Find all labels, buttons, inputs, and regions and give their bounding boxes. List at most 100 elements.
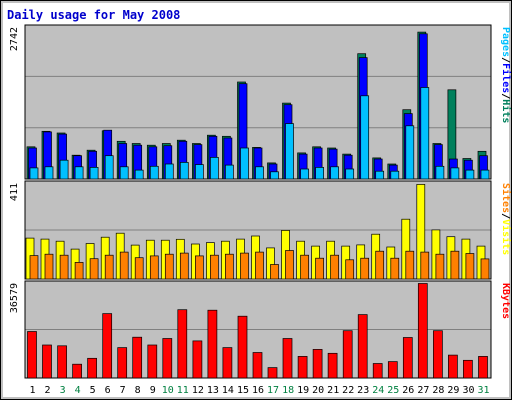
bar-kbytes-day-31 [478, 356, 488, 379]
bar-kbytes-day-1 [27, 331, 37, 379]
bar-sites-day-2 [44, 253, 54, 280]
x-tick-label-day-20: 20 [312, 385, 324, 396]
bar-pages-day-26 [405, 125, 415, 180]
x-tick-label-day-18: 18 [282, 385, 294, 396]
bar-pages-day-11 [179, 162, 189, 180]
legend: KBytes [500, 283, 511, 319]
bar-kbytes-day-10 [162, 338, 173, 379]
bar-sites-day-10 [164, 253, 174, 280]
x-tick-label-day-3: 3 [60, 385, 66, 396]
legend: Sites/Visits [500, 183, 512, 255]
bar-pages-day-8 [134, 169, 144, 180]
bar-pages-day-9 [149, 165, 159, 180]
panel-visits-sites: 411 Sites/Visits [9, 180, 512, 280]
bar-pages-day-15 [240, 147, 249, 180]
bar-kbytes-day-14 [222, 347, 233, 379]
x-tick-label-day-31: 31 [477, 385, 489, 396]
y-max-label: 411 [9, 183, 20, 201]
x-tick-label-day-21: 21 [327, 385, 339, 396]
x-tick-label-day-11: 11 [177, 385, 189, 396]
bar-sites-day-9 [149, 255, 159, 280]
bar-pages-day-2 [44, 166, 54, 180]
x-tick-label-day-27: 27 [417, 385, 429, 396]
bar-sites-day-11 [179, 252, 189, 280]
bar-kbytes-day-19 [297, 356, 308, 379]
bar-pages-day-24 [375, 170, 385, 180]
panel-kbytes: 36579 KBytes [9, 280, 511, 379]
bar-sites-day-26 [405, 250, 415, 280]
x-tick-label-day-30: 30 [462, 385, 474, 396]
bar-kbytes-day-17 [267, 367, 278, 379]
bar-pages-day-19 [300, 168, 309, 180]
bar-kbytes-day-12 [192, 340, 203, 379]
bar-sites-day-21 [330, 254, 339, 280]
bar-pages-day-18 [285, 123, 294, 180]
x-tick-label-day-6: 6 [105, 385, 111, 396]
bar-sites-day-28 [435, 253, 445, 280]
x-tick-label-day-25: 25 [387, 385, 399, 396]
bar-sites-day-14 [225, 253, 234, 280]
bar-pages-day-22 [345, 168, 355, 180]
bar-kbytes-day-26 [402, 337, 413, 379]
bar-sites-day-6 [104, 254, 114, 280]
bar-sites-day-31 [480, 258, 490, 280]
bar-kbytes-day-3 [57, 345, 67, 379]
bar-pages-day-27 [420, 87, 430, 180]
bar-pages-day-3 [59, 159, 69, 180]
bar-kbytes-day-18 [282, 338, 293, 379]
bar-sites-day-16 [255, 251, 264, 280]
bar-sites-day-1 [29, 255, 39, 280]
x-tick-label-day-13: 13 [207, 385, 219, 396]
bar-kbytes-day-20 [312, 349, 323, 379]
bar-sites-day-7 [119, 251, 129, 280]
bar-sites-day-8 [134, 257, 144, 280]
bar-kbytes-day-7 [117, 347, 128, 379]
bar-sites-day-24 [375, 250, 385, 280]
bar-sites-day-19 [300, 254, 309, 280]
bar-kbytes-day-5 [87, 357, 97, 379]
bar-sites-day-22 [345, 259, 355, 280]
bar-sites-day-3 [59, 254, 69, 280]
bar-sites-day-17 [270, 264, 279, 280]
bar-kbytes-day-23 [357, 314, 368, 379]
bar-sites-day-13 [210, 254, 219, 280]
x-tick-label-day-23: 23 [357, 385, 369, 396]
bar-kbytes-day-27 [417, 283, 428, 379]
legend-pages: Pages [500, 27, 511, 57]
x-tick-label-day-28: 28 [432, 385, 444, 396]
bar-sites-day-15 [240, 252, 249, 280]
bar-kbytes-day-13 [207, 309, 218, 379]
bar-pages-day-12 [195, 164, 204, 180]
bar-pages-day-28 [435, 165, 445, 180]
bar-pages-day-29 [450, 167, 460, 180]
bar-pages-day-14 [225, 164, 234, 180]
bar-pages-day-5 [89, 167, 99, 180]
x-tick-label-day-24: 24 [372, 385, 384, 396]
bar-kbytes-day-24 [372, 363, 383, 379]
x-tick-label-day-8: 8 [135, 385, 141, 396]
bar-sites-day-5 [89, 258, 99, 280]
x-tick-label-day-17: 17 [267, 385, 279, 396]
bar-pages-day-7 [119, 166, 129, 180]
legend: Pages/Files/Hits [500, 27, 512, 123]
bar-kbytes-day-4 [72, 363, 82, 379]
bar-sites-day-23 [360, 257, 370, 280]
bar-pages-day-17 [270, 171, 279, 180]
bar-sites-day-12 [195, 255, 204, 280]
x-tick-label-day-2: 2 [44, 385, 50, 396]
bar-sites-day-29 [450, 250, 460, 280]
bar-kbytes-day-6 [102, 313, 113, 379]
legend-sites: Sites [500, 183, 512, 213]
bar-sites-day-30 [465, 253, 475, 280]
bar-sites-day-20 [315, 257, 324, 280]
legend-visits: Visits [500, 219, 512, 255]
y-max-label: 36579 [9, 283, 20, 313]
bar-kbytes-day-9 [147, 344, 158, 379]
panel-hits-files-pages: 2742 Pages/Files/Hits [9, 24, 512, 180]
x-tick-label-day-22: 22 [342, 385, 354, 396]
legend-hits: Hits [500, 99, 512, 123]
bar-kbytes-day-2 [42, 344, 52, 379]
